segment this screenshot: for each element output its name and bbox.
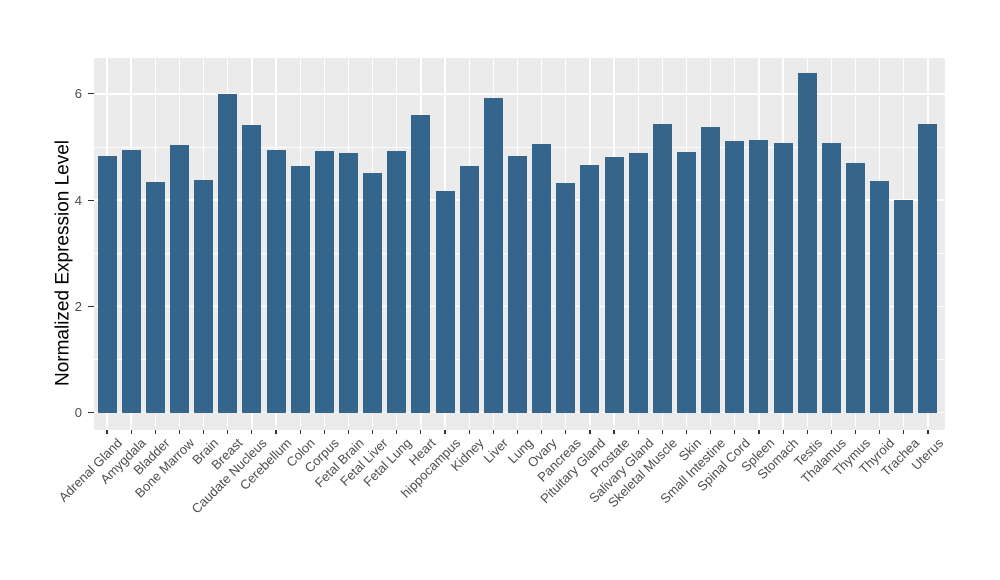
x-tick-mark (710, 429, 712, 434)
y-tick-label: 6 (74, 86, 82, 102)
bar (290, 166, 310, 413)
x-tick-mark (251, 429, 253, 434)
bar (628, 152, 648, 413)
bar (773, 143, 793, 413)
x-tick-mark (927, 429, 929, 434)
bar (556, 183, 576, 413)
x-tick-mark (661, 429, 663, 434)
bar (507, 156, 527, 413)
x-tick-mark (806, 429, 808, 434)
x-tick-mark (323, 429, 325, 434)
bar (846, 162, 866, 413)
x-tick-mark (782, 429, 784, 434)
x-tick-mark (565, 429, 567, 434)
x-tick-mark (589, 429, 591, 434)
bar (532, 143, 552, 413)
x-tick-mark (275, 429, 277, 434)
x-tick-mark (758, 429, 760, 434)
y-tick-label: 0 (74, 405, 82, 420)
bar (363, 172, 383, 413)
bar (411, 115, 431, 413)
x-tick-mark (637, 429, 639, 434)
bar (97, 155, 117, 413)
x-tick-mark (541, 429, 543, 434)
bar (338, 153, 358, 413)
x-tick-mark (444, 429, 446, 434)
y-gridline-minor (93, 146, 945, 148)
x-tick-mark (830, 429, 832, 434)
y-gridline-major (93, 93, 945, 95)
x-tick-mark (202, 429, 205, 434)
x-tick-mark (178, 429, 181, 434)
x-tick-mark (734, 429, 736, 434)
bar (121, 150, 141, 413)
x-tick-mark (468, 429, 470, 434)
x-tick-mark (396, 429, 398, 434)
x-tick-label: Liver (480, 435, 512, 466)
y-gridline-major (93, 411, 945, 414)
bar (725, 141, 745, 413)
y-tick-mark (88, 199, 94, 201)
y-tick-label: 4 (74, 192, 82, 208)
y-tick-mark (88, 305, 94, 307)
x-tick-mark (613, 429, 615, 434)
bar (652, 124, 672, 413)
x-tick-mark (130, 429, 132, 434)
bar (387, 150, 407, 413)
bar (194, 180, 214, 413)
bar (749, 140, 769, 413)
x-tick-mark (347, 429, 350, 434)
bar (797, 73, 817, 413)
x-tick-mark (227, 429, 229, 434)
bar (218, 93, 238, 413)
x-tick-mark (879, 429, 881, 434)
bar (145, 181, 165, 413)
bar (483, 98, 503, 413)
bar (677, 151, 697, 413)
y-tick-mark (88, 93, 94, 95)
bar (242, 125, 262, 413)
x-tick-mark (372, 429, 374, 434)
x-tick-mark (420, 429, 422, 434)
x-tick-mark (154, 429, 156, 434)
x-tick-mark (516, 429, 519, 434)
x-tick-mark (492, 429, 494, 434)
x-tick-mark (299, 429, 301, 434)
plot-panel (93, 57, 945, 430)
y-tick-label: 2 (74, 298, 82, 314)
bar (604, 157, 624, 413)
x-tick-mark (685, 429, 688, 434)
bar (918, 123, 938, 413)
y-axis-title: Normalized Expression Level (52, 139, 74, 387)
bar (266, 150, 286, 413)
bar (894, 200, 914, 413)
bar (701, 126, 721, 413)
bar (314, 151, 334, 413)
bar (169, 144, 189, 413)
x-tick-mark (106, 429, 108, 434)
bar (435, 191, 455, 413)
bar (821, 143, 841, 413)
bar (870, 180, 890, 413)
x-tick-mark (854, 429, 857, 434)
bar (459, 165, 479, 413)
y-tick-mark (88, 411, 94, 414)
bar (580, 165, 600, 413)
x-tick-mark (903, 429, 905, 434)
